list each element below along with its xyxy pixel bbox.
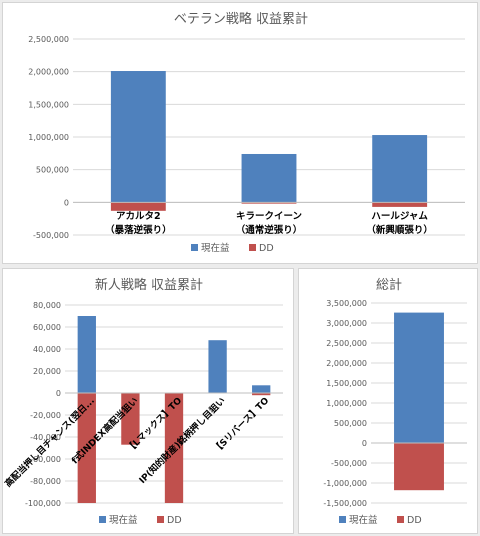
y-tick-label: 3,000,000 <box>326 319 367 328</box>
legend-dd-swatch <box>397 516 404 523</box>
total-chart-panel: 総計 -1,500,000 -1,000,000 -500,000 0 500,000 1,… <box>298 268 478 534</box>
y-tick-label: 1,000,000 <box>326 399 367 408</box>
y-tick-label: -40,000 <box>30 433 61 442</box>
veteran-chart-panel: ベテラン戦略 収益累計 -500,000 0 500,000 1,000,000 1,50… <box>2 2 478 264</box>
newcomer-chart-panel: 新人戦略 収益累計 -100,000 -80,000 -60,000 -40,000 -2… <box>2 268 294 534</box>
y-tick-label: -20,000 <box>30 411 61 420</box>
legend-profit-label: 現在益 <box>109 514 138 526</box>
y-tick-label: 2,000,000 <box>326 359 367 368</box>
dd-bar <box>164 393 184 503</box>
legend-profit-swatch <box>339 516 346 523</box>
y-tick-label: 1,000,000 <box>28 133 69 142</box>
dd-bar <box>77 393 96 503</box>
y-tick-label: 60,000 <box>33 323 61 332</box>
legend-dd-swatch <box>157 516 164 523</box>
profit-bar <box>77 316 96 393</box>
chart-title: 新人戦略 収益累計 <box>95 277 203 293</box>
dd-bar <box>372 202 428 207</box>
legend-profit-label: 現在益 <box>201 242 230 254</box>
legend-dd-label: DD <box>407 515 422 526</box>
category-label: ハールジャム <box>371 211 428 222</box>
profit-bar <box>208 340 227 393</box>
legend-profit-swatch <box>191 244 198 251</box>
veteran-chart: ベテラン戦略 収益累計 -500,000 0 500,000 1,000,000 1,50… <box>28 11 465 254</box>
y-tick-label: 3,500,000 <box>326 299 367 308</box>
dd-bar <box>121 393 140 445</box>
y-tick-label: -80,000 <box>30 477 61 486</box>
y-tick-label: 20,000 <box>33 367 61 376</box>
category-label: キラークイーン <box>236 211 302 222</box>
category-label: （暴落逆張り） <box>105 224 172 236</box>
profit-bar <box>394 312 444 443</box>
y-tick-label: -100,000 <box>25 499 61 508</box>
dd-bar <box>394 443 444 491</box>
dd-bar <box>252 393 271 396</box>
y-tick-label: 0 <box>362 439 367 448</box>
chart-title: 総計 <box>376 277 402 293</box>
profit-bar <box>252 385 271 393</box>
y-tick-label: 0 <box>64 198 69 207</box>
y-tick-label: 2,500,000 <box>326 339 367 348</box>
dd-bar <box>241 202 297 204</box>
chart-title: ベテラン戦略 収益累計 <box>174 11 308 27</box>
newcomer-chart: 新人戦略 収益累計 -100,000 -80,000 -60,000 -40,000 -2… <box>3 277 283 526</box>
category-label: （新興順張り） <box>366 224 433 236</box>
y-tick-label: -1,500,000 <box>323 499 367 508</box>
y-tick-label: 0 <box>56 389 61 398</box>
y-tick-label: -500,000 <box>331 459 367 468</box>
y-tick-label: 2,500,000 <box>28 35 69 44</box>
y-tick-label: 2,000,000 <box>28 68 69 77</box>
y-tick-label: 500,000 <box>334 419 367 428</box>
y-tick-label: 40,000 <box>33 345 61 354</box>
category-label: アカルタ2 <box>116 210 161 222</box>
legend-dd-label: DD <box>259 243 274 254</box>
y-tick-label: 80,000 <box>33 301 61 310</box>
dd-bar <box>110 202 166 211</box>
total-chart: 総計 -1,500,000 -1,000,000 -500,000 0 500,000 1,… <box>323 277 467 526</box>
y-tick-label: 500,000 <box>36 166 69 175</box>
y-tick-label: -1,000,000 <box>323 479 367 488</box>
y-tick-label: -500,000 <box>33 231 69 240</box>
y-tick-label: -60,000 <box>30 455 61 464</box>
profit-bar <box>241 153 297 203</box>
legend-dd-swatch <box>249 244 256 251</box>
y-tick-label: 1,500,000 <box>28 100 69 109</box>
profit-bar <box>110 71 166 203</box>
legend-profit-label: 現在益 <box>349 514 378 526</box>
y-tick-label: 1,500,000 <box>326 379 367 388</box>
legend-dd-label: DD <box>167 515 182 526</box>
legend-profit-swatch <box>99 516 106 523</box>
profit-bar <box>372 135 428 203</box>
category-label: （通常逆張り） <box>236 224 303 236</box>
